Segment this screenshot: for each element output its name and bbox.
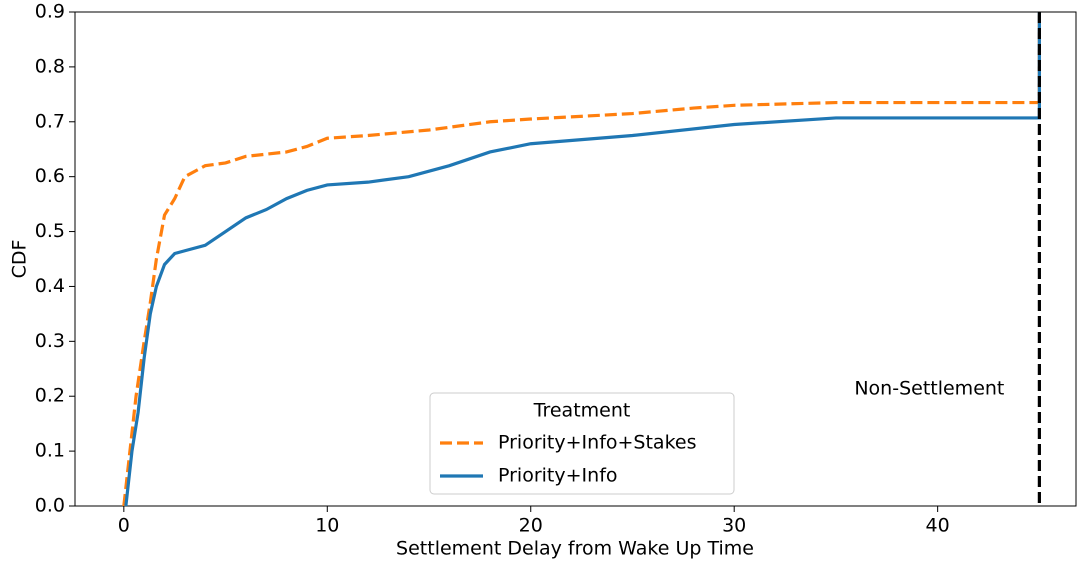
y-tick-label: 0.4 — [35, 275, 65, 297]
plot-frame — [74, 11, 1077, 507]
y-tick-label: 0.0 — [35, 495, 65, 517]
y-tick-label: 0.3 — [35, 330, 65, 352]
y-tick-label: 0.8 — [35, 55, 65, 77]
legend: Treatment Priority+Info+Stakes Priority+In… — [429, 392, 735, 495]
x-tick-label: 0 — [118, 515, 130, 537]
x-tick-label: 30 — [722, 515, 746, 537]
y-tick-label: 0.2 — [35, 385, 65, 407]
x-tick-label: 40 — [926, 515, 950, 537]
x-axis-label: Settlement Delay from Wake Up Time — [396, 538, 754, 560]
y-tick-label: 0.9 — [35, 1, 65, 23]
y-tick-label: 0.5 — [35, 220, 65, 242]
x-tick-label: 10 — [315, 515, 339, 537]
series-line — [122, 12, 1041, 507]
legend-box — [429, 392, 735, 495]
legend-label: Priority+Info+Stakes — [498, 432, 697, 454]
y-tick-label: 0.1 — [35, 440, 65, 462]
legend-title: Treatment — [533, 400, 631, 422]
y-axis-label: CDF — [9, 240, 31, 279]
y-tick-label: 0.7 — [35, 110, 65, 132]
y-tick-label: 0.6 — [35, 165, 65, 187]
annotation: Non-Settlement — [854, 378, 1004, 400]
legend-label: Priority+Info — [498, 465, 618, 487]
series-line — [124, 12, 1041, 507]
x-tick-label: 20 — [519, 515, 543, 537]
